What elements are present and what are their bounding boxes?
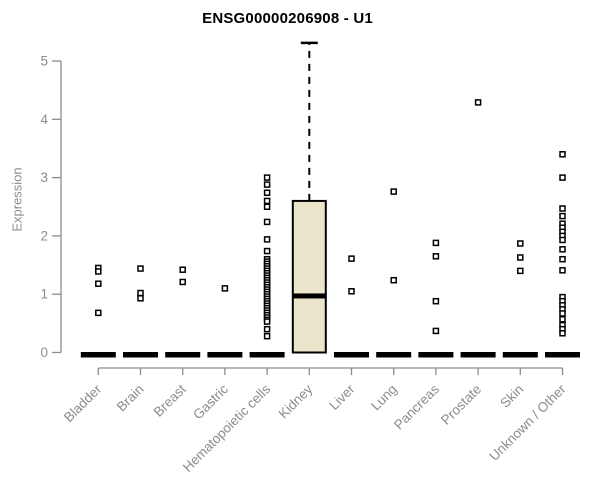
outlier-point	[348, 255, 355, 262]
outlier-point	[390, 188, 397, 195]
outlier-point	[559, 212, 566, 220]
y-tick-label: 5	[40, 54, 48, 69]
y-tick-label: 4	[40, 112, 48, 127]
x-category-label: Skin	[497, 382, 526, 411]
x-category-label: Breast	[151, 381, 189, 419]
collapsed-box-lung	[376, 352, 412, 358]
outlier-point	[263, 203, 271, 210]
collapsed-box-liver	[334, 352, 369, 358]
outlier-point	[559, 310, 566, 317]
outlier-point	[137, 265, 144, 272]
outlier-point	[559, 151, 566, 158]
outlier-point	[559, 205, 566, 212]
collapsed-box-unknown-other	[545, 352, 580, 358]
outlier-point	[263, 197, 271, 205]
outlier-point	[559, 330, 566, 337]
outlier-point	[95, 309, 102, 317]
x-category-label: Liver	[326, 381, 358, 413]
outlier-point	[390, 276, 397, 284]
outlier-point	[263, 325, 271, 333]
x-category-label: Prostate	[438, 382, 484, 428]
y-tick-label: 3	[40, 170, 48, 185]
outlier-point	[95, 280, 102, 287]
outlier-point	[559, 267, 566, 274]
outlier-point	[263, 247, 271, 255]
outlier-point	[137, 295, 144, 302]
outlier-point	[432, 239, 440, 247]
chart-title: ENSG00000206908 - U1	[202, 10, 373, 27]
outlier-point	[517, 254, 524, 261]
y-tick-label: 0	[40, 345, 48, 360]
x-category-label: Brain	[114, 382, 147, 415]
outlier-point	[559, 316, 566, 323]
collapsed-box-prostate	[460, 352, 496, 358]
collapsed-box-pancreas	[418, 352, 454, 358]
x-category-label: Gastric	[190, 381, 231, 422]
outlier-point	[221, 285, 229, 292]
box-kidney	[291, 199, 327, 354]
collapsed-box-bladder	[80, 352, 116, 358]
outlier-point	[474, 99, 482, 106]
outlier-point	[559, 255, 566, 263]
outlier-point	[263, 332, 271, 340]
collapsed-box-hematopoietic-cells	[249, 352, 285, 358]
outlier-point	[432, 253, 440, 260]
collapsed-box-brain	[123, 352, 158, 358]
outlier-point	[179, 278, 186, 286]
collapsed-box-skin	[502, 352, 538, 358]
median-line	[292, 293, 326, 299]
x-category-label: Pancreas	[391, 381, 442, 432]
outlier-point	[517, 267, 524, 275]
outlier-point	[559, 246, 566, 253]
outlier-point	[263, 218, 271, 226]
outlier-point	[348, 288, 355, 295]
x-category-label: Unknown / Other	[486, 381, 569, 464]
outlier-point	[432, 297, 440, 305]
outlier-point	[137, 289, 144, 297]
collapsed-box-breast	[165, 352, 201, 358]
x-category-label: Bladder	[61, 381, 105, 425]
y-tick-label: 2	[40, 228, 48, 243]
outlier-point	[559, 236, 566, 244]
outlier-point	[517, 240, 524, 247]
outlier-point	[95, 268, 102, 275]
x-category-label: Kidney	[276, 381, 316, 421]
outlier-point	[432, 327, 440, 335]
outlier-point	[263, 174, 271, 181]
outlier-point	[263, 236, 271, 243]
x-category-label: Lung	[368, 382, 400, 414]
outlier-point	[263, 318, 271, 325]
collapsed-box-gastric	[207, 352, 243, 358]
y-tick-label: 1	[40, 287, 48, 302]
outlier-point	[559, 174, 566, 181]
outlier-point	[263, 181, 271, 188]
outlier-point	[179, 266, 186, 273]
outlier-point	[263, 189, 271, 197]
